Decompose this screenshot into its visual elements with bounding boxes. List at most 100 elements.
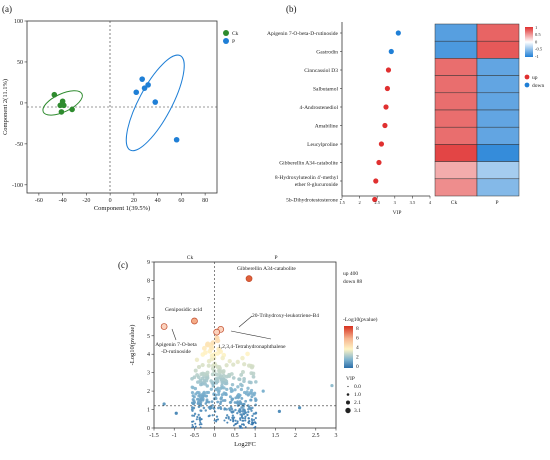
heatmap-colorbar-tick: 0	[535, 39, 538, 44]
heatmap-cell	[476, 92, 520, 111]
volcano-point	[220, 355, 225, 361]
volcano-point	[244, 399, 248, 403]
volcano-point	[261, 389, 265, 393]
volcano-point	[246, 413, 249, 417]
legend-down-marker	[524, 82, 530, 88]
volcano-xtick-label: 2.5	[312, 433, 320, 439]
volcano-label-line: Apigenin 7-O-beta	[155, 342, 197, 348]
volcano-point	[219, 374, 224, 379]
volcano-point	[229, 386, 233, 391]
vip-category-line: 8-Hydroxyluteolin 4'-methyl	[275, 175, 339, 181]
heatmap-cell	[476, 40, 520, 59]
volcano-point	[194, 422, 197, 425]
volcano-point	[211, 384, 215, 388]
legend-up-marker	[524, 74, 530, 80]
volcano-point	[234, 423, 237, 426]
volcano-point	[194, 425, 197, 428]
volcano-point	[200, 362, 205, 368]
heatmap-cell	[434, 178, 478, 197]
volcano-point	[236, 394, 240, 398]
pca-ylabel: Component 2(11.1%)	[2, 79, 9, 135]
volcano-point	[224, 393, 228, 397]
volcano-point	[196, 415, 199, 419]
vip-xtick-label: 1.5	[339, 200, 345, 205]
volcano-point	[191, 414, 194, 417]
pca-ytick-label: -50	[15, 142, 23, 148]
volcano-point	[231, 416, 234, 419]
volcano-point	[206, 363, 211, 368]
volcano-xtick-label: -1	[172, 433, 177, 439]
volcano-point	[249, 407, 252, 410]
volcano-point	[215, 338, 221, 344]
volcano-point	[241, 410, 244, 413]
vip-point	[395, 30, 401, 36]
volcano-point	[221, 399, 225, 402]
volcano-ytick-label: 5	[147, 334, 150, 340]
volcano-point	[193, 412, 197, 415]
volcano-point	[238, 425, 241, 427]
volcano-point	[200, 423, 203, 426]
volcano-point	[243, 408, 246, 412]
heatmap-cell	[476, 144, 520, 162]
volcano-point	[193, 368, 198, 373]
pca-xtick-label: -20	[82, 198, 90, 204]
volcano-point	[212, 397, 216, 401]
volcano-point	[202, 406, 206, 410]
volcano-point	[213, 410, 217, 413]
volcano-point	[243, 424, 245, 427]
volcano-highlight-label: Geniposidic acid	[165, 307, 202, 313]
panel-label-c: (c)	[118, 260, 128, 270]
volcano-point	[231, 362, 236, 367]
volcano-colorbar	[344, 326, 353, 368]
volcano-point	[211, 404, 214, 407]
volcano-point	[210, 340, 216, 346]
volcano-point	[244, 415, 247, 418]
volcano-size-marker	[346, 400, 350, 405]
volcano-point	[215, 415, 219, 418]
volcano-point	[246, 393, 250, 397]
pca-point-ck	[51, 91, 58, 98]
vip-point	[376, 159, 382, 166]
volcano-point	[226, 414, 229, 417]
volcano-point	[219, 402, 222, 406]
pca-xtick-label: 0	[109, 198, 112, 204]
volcano-point	[240, 355, 245, 361]
vip-plot: Apigenin 7-O-beta-D-rutinoside Gastrodin C…	[267, 22, 432, 216]
volcano-point	[242, 412, 245, 415]
vip-category-label: Cinncassiol D3	[304, 68, 338, 74]
volcano-point	[236, 385, 240, 389]
volcano-ytick-label: 7	[147, 297, 150, 303]
volcano-plot: -1.5 -1 -0.5 0 0.5 1 1.5 2 2.5 3 0 1 2 3 4 5 6 7 8 9 Gibber…	[129, 255, 378, 448]
volcano-point	[244, 426, 247, 428]
legend-up-label: up	[532, 75, 538, 81]
volcano-point	[191, 420, 194, 423]
volcano-point	[246, 386, 250, 390]
volcano-xtick-label: 1.5	[272, 433, 280, 439]
pca-xtick-label: 20	[131, 198, 137, 204]
volcano-point	[251, 414, 254, 418]
volcano-point	[221, 380, 226, 384]
legend-p-marker	[223, 38, 229, 44]
heatmap-col-ck: Ck	[451, 200, 458, 206]
pca-xtick-label: 40	[155, 198, 161, 204]
volcano-point	[200, 382, 205, 386]
heatmap-cell	[434, 109, 478, 128]
volcano-highlight-label: Gibberellin A34-catabolite	[237, 266, 296, 272]
volcano-point	[230, 407, 234, 411]
volcano-point	[205, 370, 210, 375]
volcano-point	[236, 404, 240, 407]
volcano-point	[198, 378, 203, 383]
volcano-colorbar-tick: 0	[356, 364, 359, 370]
volcano-point	[208, 344, 214, 350]
volcano-point	[207, 400, 211, 404]
legend-ck-label: Ck	[232, 31, 239, 37]
volcano-point	[227, 372, 232, 377]
volcano-point	[250, 409, 253, 413]
vip-xtick-label: 2	[358, 200, 360, 205]
volcano-point	[229, 418, 232, 422]
volcano-point	[252, 418, 256, 421]
volcano-point	[224, 381, 229, 386]
volcano-point	[194, 357, 200, 362]
pca-ytick-label: 100	[14, 19, 23, 25]
volcano-point	[197, 413, 200, 417]
